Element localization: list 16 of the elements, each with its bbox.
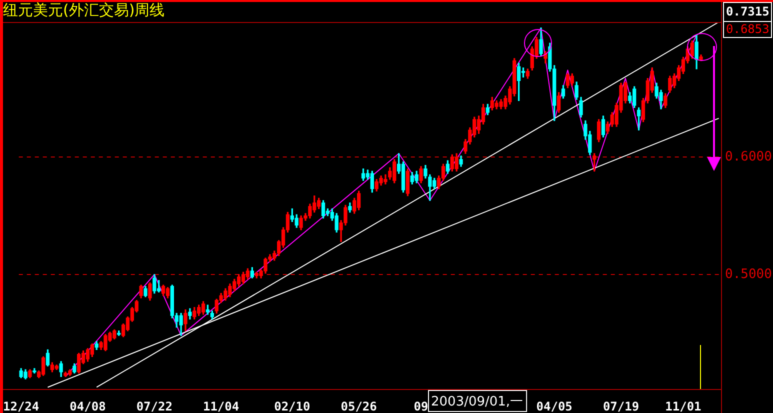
text: 0.6853 bbox=[726, 22, 770, 36]
x-tick-label: 07/22 bbox=[136, 399, 172, 413]
chart-title: 纽元美元(外汇交易)周线 bbox=[3, 0, 165, 19]
x-tick-label: 11/04 bbox=[202, 399, 240, 413]
x-tick-label: 12/24 bbox=[3, 399, 40, 413]
x-tick-label: 11/01 bbox=[665, 399, 702, 413]
x-tick-label: 05/26 bbox=[340, 399, 377, 413]
text: 2003/09/01,一 bbox=[431, 394, 524, 410]
x-tick-label: 07/19 bbox=[602, 399, 640, 413]
y-tick-label: 0.6000 bbox=[725, 149, 772, 164]
x-tick-label: 09 bbox=[414, 399, 428, 413]
x-tick-label: 02/10 bbox=[274, 399, 310, 413]
y-tick-label: 0.5000 bbox=[725, 266, 772, 282]
x-tick-label: 04/05 bbox=[536, 399, 572, 413]
text: 0.7315 bbox=[726, 4, 770, 19]
x-tick-label: 04/08 bbox=[70, 399, 106, 413]
